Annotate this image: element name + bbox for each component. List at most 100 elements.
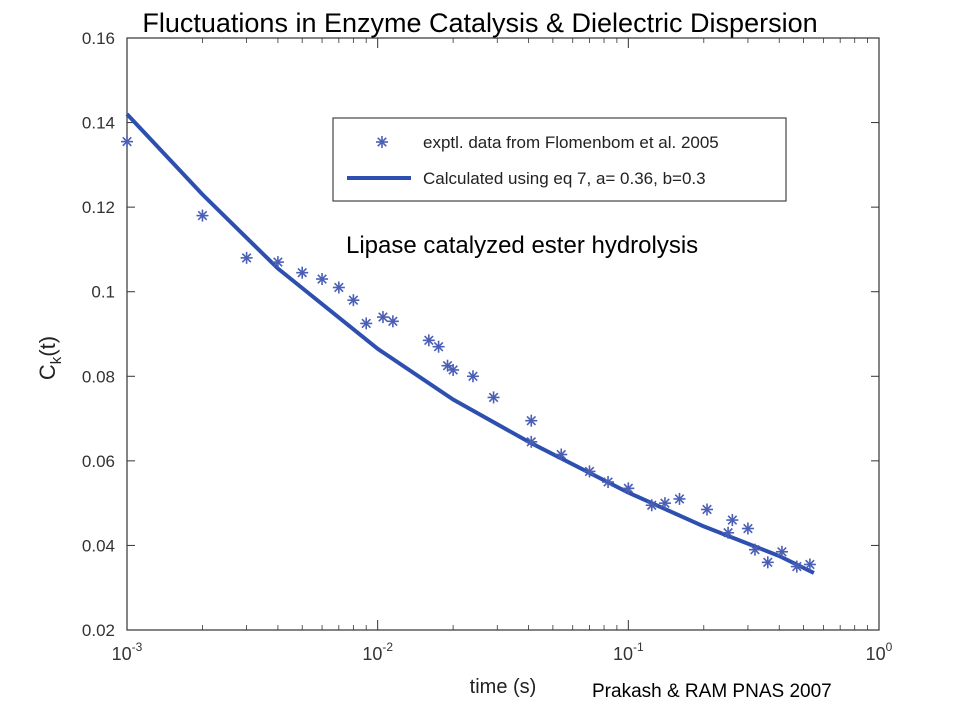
asterisk-stroke (433, 341, 444, 352)
data-point (761, 556, 774, 569)
legend-marker-asterisk (376, 136, 388, 148)
legend-label: exptl. data from Flomenbom et al. 2005 (423, 133, 719, 152)
data-point (240, 251, 253, 264)
x-tick-label: 10-3 (112, 640, 143, 664)
asterisk-stroke (762, 557, 773, 568)
legend-label: Calculated using eq 7, a= 0.36, b=0.3 (423, 169, 706, 188)
asterisk-stroke (623, 483, 634, 494)
asterisk-stroke (791, 561, 802, 572)
plot-frame (126, 37, 880, 631)
y-axis: 0.02 0.04 0.06 0.08 0.1 0.12 0.14 0.16 (82, 29, 879, 640)
y-axis-label-main: C (35, 364, 60, 380)
data-point (645, 499, 658, 512)
asterisk-stroke (743, 523, 753, 534)
data-point (196, 209, 209, 222)
asterisk-stroke (317, 274, 327, 284)
asterisk-stroke (297, 267, 308, 278)
y-tick-label: 0.02 (82, 621, 115, 640)
asterisk-stroke (603, 477, 613, 487)
asterisk-stroke (442, 360, 453, 371)
asterisk-stroke (674, 494, 685, 504)
data-point (332, 281, 345, 294)
asterisk-stroke (424, 335, 434, 346)
asterisk-stroke (468, 371, 478, 382)
x-axis: 10-3 10-2 10-1 100 (112, 38, 893, 664)
asterisk-stroke (660, 498, 670, 508)
y-tick-label: 0.04 (82, 536, 115, 555)
data-point (583, 465, 596, 478)
data-point (525, 414, 538, 427)
y-axis-label-sub: k (48, 356, 65, 364)
asterisk-stroke (378, 312, 388, 322)
asterisk-stroke (777, 546, 787, 557)
x-tick-label: 10-1 (613, 640, 644, 664)
data-point (790, 560, 803, 573)
data-point (602, 476, 615, 488)
asterisk-stroke (526, 437, 537, 447)
asterisk-stroke (584, 466, 595, 477)
asterisk-stroke (334, 282, 344, 293)
plot-area-border (126, 37, 880, 631)
asterisk-stroke (448, 365, 458, 375)
data-point (441, 359, 454, 372)
data-point (376, 311, 389, 324)
y-axis-label-tail: (t) (35, 336, 60, 357)
data-point (447, 363, 460, 376)
data-point (775, 545, 788, 558)
asterisk-stroke (526, 415, 537, 426)
data-point (422, 334, 435, 347)
asterisk-stroke (556, 449, 567, 460)
data-point (386, 315, 399, 328)
data-point (271, 256, 284, 269)
legend-box (332, 117, 787, 202)
citation-credit: Prakash & RAM PNAS 2007 (592, 681, 832, 702)
data-point (121, 135, 133, 148)
asterisk-stroke (646, 500, 657, 511)
data-point (347, 294, 360, 307)
asterisk-stroke (488, 392, 499, 403)
data-point (726, 514, 739, 527)
data-point (748, 543, 761, 556)
data-point (701, 503, 714, 516)
chart-annotation: Lipase catalyzed ester hydrolysis (346, 232, 699, 259)
legend: exptl. data from Flomenbom et al. 2005 Ca… (332, 117, 787, 202)
x-axis-label: time (s) (470, 676, 537, 698)
data-point (487, 391, 500, 404)
data-point (803, 558, 816, 571)
asterisk-stroke (273, 257, 283, 267)
calculated-curve (125, 112, 815, 575)
y-tick-label: 0.08 (82, 367, 115, 386)
y-tick-label: 0.16 (82, 29, 115, 48)
y-tick-label: 0.14 (82, 114, 115, 133)
asterisk-stroke (241, 253, 252, 263)
x-tick-label: 100 (866, 640, 893, 664)
x-tick-label: 10-2 (362, 640, 393, 664)
y-tick-label: 0.1 (91, 283, 115, 302)
slide-title: Fluctuations in Enzyme Catalysis & Diele… (142, 8, 818, 38)
data-point (622, 482, 635, 495)
data-point (722, 526, 735, 539)
asterisk-stroke (377, 137, 387, 147)
asterisk-stroke (702, 504, 712, 515)
asterisk-stroke (348, 295, 359, 305)
asterisk-stroke (122, 136, 132, 147)
data-point (432, 340, 445, 353)
asterisk-stroke (727, 515, 738, 525)
data-point (525, 435, 538, 448)
data-point (741, 522, 754, 535)
data-point (360, 317, 373, 330)
y-tick-label: 0.12 (82, 198, 115, 217)
asterisk-stroke (388, 316, 398, 327)
asterisk-stroke (723, 527, 733, 538)
data-point (466, 370, 479, 383)
data-point (316, 273, 329, 286)
y-tick-label: 0.06 (82, 452, 115, 471)
asterisk-stroke (805, 559, 815, 570)
asterisk-stroke (750, 544, 760, 555)
y-axis-label: Ck(t) (35, 336, 65, 380)
data-point (658, 497, 671, 510)
asterisk-stroke (361, 318, 372, 329)
series-layer (121, 112, 816, 575)
data-point (296, 266, 309, 279)
